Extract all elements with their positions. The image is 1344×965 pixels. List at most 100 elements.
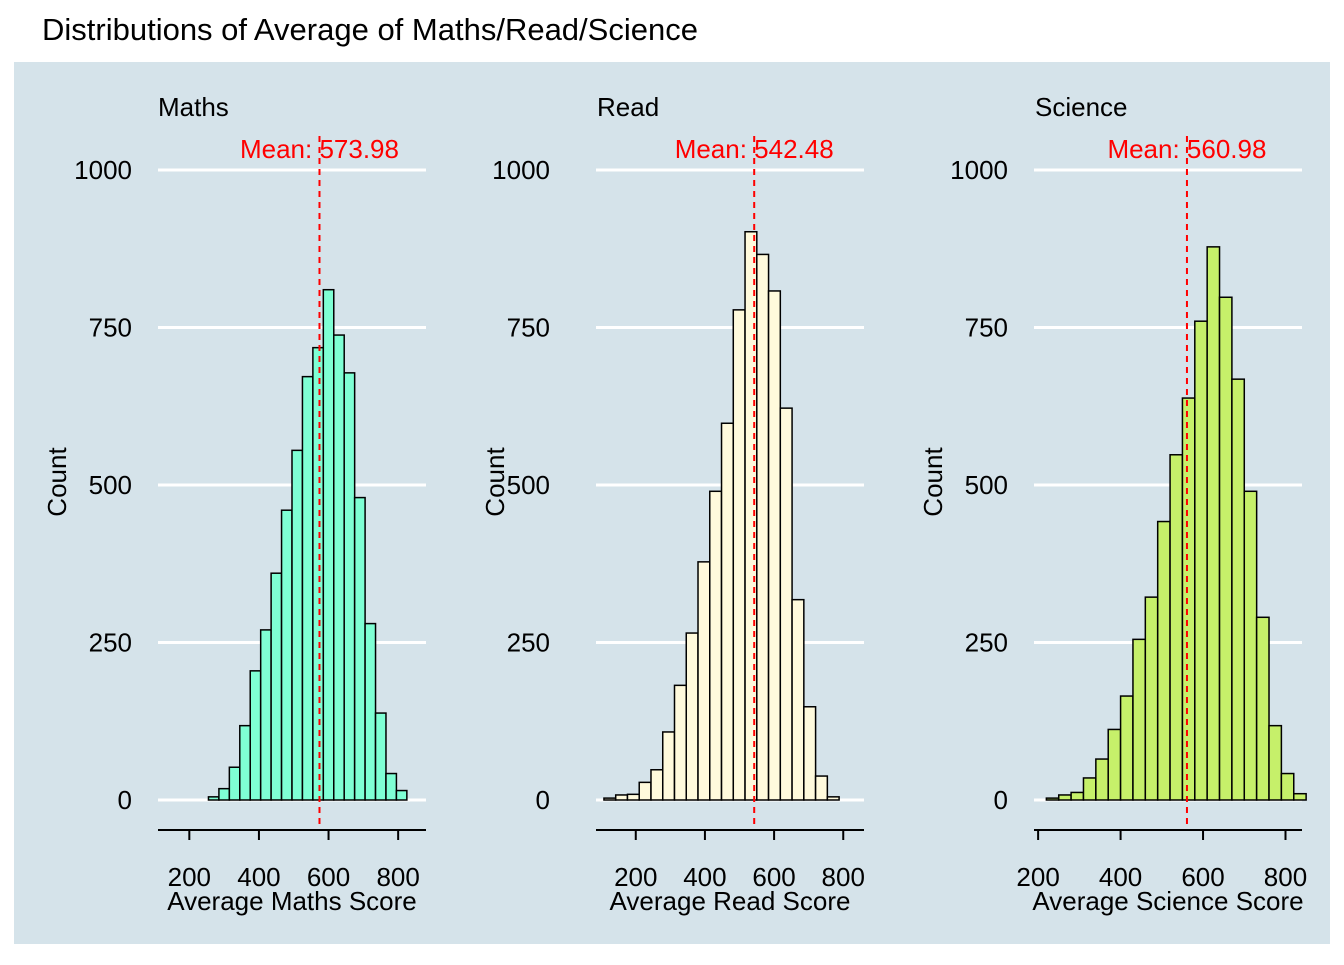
histogram-bar: [374, 712, 387, 801]
histogram-bar: [207, 796, 220, 801]
panel-maths: Maths Count Average Maths Score: [42, 92, 417, 916]
histogram-bar: [1293, 792, 1307, 801]
histogram-bar: [791, 598, 805, 801]
histogram-bar: [228, 766, 241, 801]
panel-read: Read Count Average Read Score: [480, 92, 850, 916]
y-tick-label: 1000: [74, 155, 132, 185]
histogram-bar: [343, 372, 356, 801]
histogram-bar: [1280, 772, 1295, 801]
histogram-bar: [1181, 397, 1196, 801]
histogram-bar: [1218, 296, 1233, 801]
histogram-read: 0 250 500 750 1000 Mean: 542.48 200 400 600 800: [492, 134, 865, 892]
y-tick-label: 250: [89, 628, 132, 658]
y-tick-label: 1000: [492, 155, 550, 185]
x-tick-label: 800: [822, 862, 865, 892]
x-tick-label: 800: [376, 862, 419, 892]
histogram-bar: [814, 775, 829, 801]
y-tick-label: 500: [507, 470, 550, 500]
histogram-bar: [1057, 794, 1072, 801]
histogram-bar: [767, 290, 782, 801]
histogram-bar: [1243, 490, 1258, 801]
histogram-bar: [626, 793, 640, 801]
histogram-bar: [779, 407, 793, 801]
panel-subtitle: Maths: [158, 92, 229, 122]
histogram-bar: [270, 572, 283, 801]
histogram-bar: [614, 794, 629, 801]
x-axis-label: Average Maths Score: [167, 886, 417, 916]
histogram-bar: [291, 449, 304, 801]
histogram-bar: [249, 670, 262, 801]
x-tick-label: 600: [1181, 862, 1224, 892]
histogram-bar: [732, 309, 746, 801]
histogram-bar: [709, 490, 723, 801]
y-tick-label: 500: [965, 470, 1008, 500]
mean-label: Mean: 542.48: [675, 134, 834, 164]
y-tick-label: 250: [507, 628, 550, 658]
y-tick-label: 750: [965, 313, 1008, 343]
histogram-bar: [650, 769, 664, 801]
x-axis-label: Average Science Score: [1032, 886, 1303, 916]
histogram-bar: [1156, 520, 1171, 801]
histogram-bar: [239, 724, 251, 801]
histogram-bar: [280, 509, 293, 801]
chart-marks: 0 250 500 750 1000 Mean: 573.98 200 400 600 800 0 2…: [74, 134, 1307, 892]
x-tick-label: 800: [1264, 862, 1307, 892]
mean-label: Mean: 560.98: [1107, 134, 1266, 164]
histogram-bar: [385, 772, 398, 801]
panel-science: Science Count Average Science Score: [918, 92, 1304, 916]
histogram-bar: [603, 797, 617, 801]
histogram-bar: [353, 496, 366, 801]
histogram-bar: [720, 422, 735, 801]
histogram-bar: [1070, 791, 1085, 801]
histogram-bar: [395, 789, 408, 801]
y-tick-label: 1000: [950, 155, 1008, 185]
histogram-bar: [673, 684, 688, 801]
histogram-bar: [638, 781, 652, 801]
histogram-bar: [364, 622, 377, 801]
histogram-bar: [1119, 695, 1134, 801]
histogram-bar: [1206, 246, 1221, 801]
histogram-bar: [322, 288, 335, 801]
histogram-bar: [1231, 378, 1246, 801]
histogram-bar: [312, 346, 325, 801]
histogram-bar: [1144, 596, 1159, 801]
x-tick-label: 600: [752, 862, 795, 892]
panel-subtitle: Read: [597, 92, 659, 122]
y-axis-label: Count: [918, 447, 948, 517]
mean-label: Mean: 573.98: [240, 134, 399, 164]
histogram-bar: [1045, 797, 1060, 801]
histogram-bar: [259, 629, 272, 801]
histogram-bar: [685, 632, 699, 801]
x-tick-label: 200: [614, 862, 657, 892]
panel-subtitle: Science: [1035, 92, 1128, 122]
histogram-bar: [1268, 724, 1283, 801]
histogram-maths: 0 250 500 750 1000 Mean: 573.98 200 400 600 800: [74, 134, 426, 892]
histogram-bar: [1132, 638, 1147, 801]
x-tick-label: 600: [307, 862, 350, 892]
histogram-bar: [1194, 320, 1208, 801]
histogram-bar: [333, 334, 345, 801]
histogram-bar: [697, 561, 711, 801]
y-tick-label: 0: [118, 785, 132, 815]
histogram-bar: [661, 731, 676, 801]
figure-title: Distributions of Average of Maths/Read/S…: [42, 12, 698, 47]
histogram-bar: [218, 787, 231, 801]
histogram-bar: [1082, 777, 1097, 801]
histogram-bar: [756, 253, 770, 801]
x-tick-label: 200: [1016, 862, 1059, 892]
y-tick-label: 750: [507, 313, 550, 343]
y-tick-label: 0: [536, 785, 550, 815]
x-tick-label: 400: [1099, 862, 1142, 892]
histogram-bar: [1095, 758, 1109, 801]
x-tick-label: 200: [168, 862, 211, 892]
histogram-bar: [1169, 454, 1184, 801]
histogram-bar: [1255, 616, 1270, 801]
histogram-science: 0 250 500 750 1000 Mean: 560.98 200 400 600 800: [950, 134, 1307, 892]
x-tick-label: 400: [237, 862, 280, 892]
y-tick-label: 0: [994, 785, 1008, 815]
y-tick-label: 500: [89, 470, 132, 500]
y-axis-label: Count: [480, 447, 510, 517]
x-axis-label: Average Read Score: [610, 886, 851, 916]
